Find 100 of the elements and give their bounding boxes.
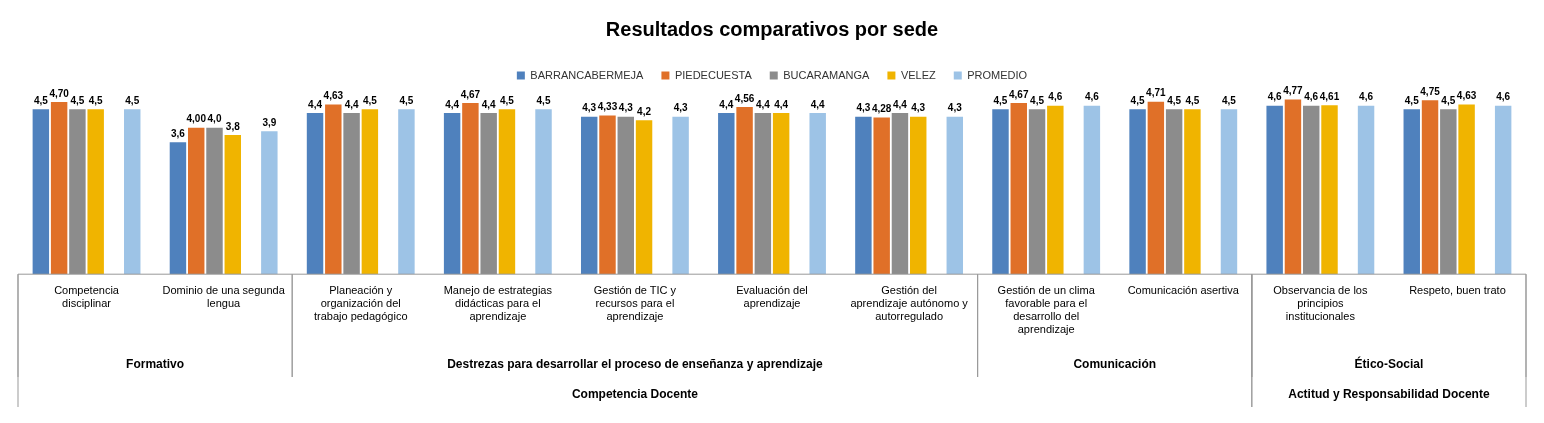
text: Destrezas para desarrollar el proceso de enseñanza y aprendizaje	[447, 357, 823, 372]
data-label: 4,3	[856, 102, 871, 114]
x-tick-label: Evaluación del aprendizaje	[736, 283, 808, 310]
data-label: 4,67	[1009, 88, 1029, 100]
data-label: 4,6	[1304, 91, 1319, 103]
data-label: 4,4	[810, 98, 826, 110]
bar	[1220, 109, 1238, 275]
x-tick-label: Gestión del aprendizaje autónomo y autorregulado	[850, 283, 969, 323]
x-tick-label: Planeación y organización del trabajo pedagógico	[313, 283, 408, 323]
bar	[1266, 105, 1283, 275]
x-tick-label: Comunicación asertiva	[1127, 283, 1240, 296]
data-label: 4,5	[33, 95, 49, 107]
data-label: 4,3	[582, 102, 597, 114]
legend-label: BUCARAMANGA	[783, 68, 871, 81]
data-label: 4,63	[323, 90, 344, 102]
data-label: 3,6	[170, 128, 186, 140]
data-label: 4,5	[1222, 95, 1237, 107]
data-label: 4,4	[344, 98, 359, 110]
data-label: 4,56	[734, 92, 755, 104]
bar	[343, 112, 360, 275]
data-label: 4,6	[1496, 91, 1511, 103]
data-label: 4,4	[481, 98, 497, 110]
chart-title: Resultados comparativos por sede	[605, 17, 939, 40]
data-label: 4,5	[1404, 95, 1420, 107]
bar	[736, 107, 753, 275]
bar	[1321, 105, 1338, 275]
bar	[443, 112, 461, 275]
data-label: 4,63	[1456, 90, 1477, 102]
data-label: 4,4	[774, 98, 789, 110]
data-label: 4,5	[1167, 95, 1182, 107]
x-tick-label: Gestión de TIC y recursos para el aprendizaje	[593, 283, 677, 323]
bar	[809, 112, 826, 275]
data-label: 4,2	[637, 106, 652, 118]
data-label: 4,5	[1441, 95, 1456, 107]
data-label: 4,71	[1146, 87, 1167, 99]
bar	[754, 112, 772, 275]
data-label: 4,5	[1130, 95, 1145, 107]
bar	[224, 134, 241, 275]
text: Formativo	[126, 357, 185, 372]
bar	[617, 116, 634, 275]
data-label: 4,28	[871, 103, 892, 115]
text: Ético-Social	[1354, 356, 1424, 372]
data-label: 4,5	[1185, 95, 1200, 107]
bar	[1165, 109, 1183, 275]
bar	[1357, 105, 1375, 275]
data-label: 4,77	[1283, 85, 1304, 97]
data-label: 4,4	[755, 98, 771, 110]
bar	[261, 131, 278, 275]
data-label: 4,4	[308, 98, 323, 110]
data-label: 4,4	[719, 98, 734, 110]
bar	[1147, 101, 1165, 275]
bar	[1403, 109, 1420, 275]
text: Competencia Docente	[571, 387, 699, 402]
bar	[325, 104, 342, 275]
bar	[480, 112, 497, 275]
data-label: 4,6	[1084, 91, 1100, 103]
x-tick-label: Dominio de una segunda lengua	[162, 283, 286, 310]
data-label: 4,75	[1420, 85, 1441, 97]
bar	[1284, 99, 1302, 275]
bar	[580, 116, 598, 275]
data-label: 4,67	[460, 88, 481, 100]
bar	[498, 109, 516, 275]
bar	[398, 109, 415, 275]
legend-label: PIEDECUESTA	[674, 68, 753, 81]
bar	[672, 116, 689, 275]
bar	[1303, 105, 1320, 275]
data-label: 4,0	[207, 113, 222, 125]
data-label: 4,3	[618, 102, 634, 114]
bar	[910, 116, 927, 275]
bar	[187, 127, 205, 275]
bar	[718, 112, 735, 275]
text: Comunicación	[1073, 357, 1157, 372]
data-label: 4,6	[1359, 91, 1374, 103]
bar	[50, 101, 68, 275]
data-label: 4,6	[1048, 91, 1063, 103]
bar	[1083, 105, 1101, 275]
bar	[1184, 109, 1201, 275]
bar	[1047, 105, 1064, 275]
bar	[1421, 100, 1439, 275]
bar	[772, 112, 790, 275]
legend-label: BARRANCABERMEJA	[530, 68, 645, 81]
x-tick-label: Gestión de un clima favorable para el desarrollo del aprendizaje	[997, 283, 1096, 336]
bar	[1458, 104, 1475, 275]
bar	[124, 109, 141, 275]
bar	[206, 127, 223, 275]
bar	[87, 109, 104, 275]
bar	[1129, 109, 1146, 275]
data-label: 4,4	[445, 98, 460, 110]
data-label: 4,5	[125, 95, 140, 107]
data-label: 4,5	[500, 95, 515, 107]
bar	[946, 116, 964, 275]
data-label: 4,6	[1267, 91, 1283, 103]
data-label: 3,9	[262, 117, 277, 129]
bar	[992, 109, 1009, 275]
x-tick-label: Observancia de los principios institucionales	[1273, 283, 1368, 323]
bar	[599, 115, 616, 275]
bar	[169, 142, 187, 275]
data-label: 4,5	[88, 95, 104, 107]
data-label: 3,8	[225, 120, 241, 132]
data-label: 4,61	[1319, 91, 1340, 103]
